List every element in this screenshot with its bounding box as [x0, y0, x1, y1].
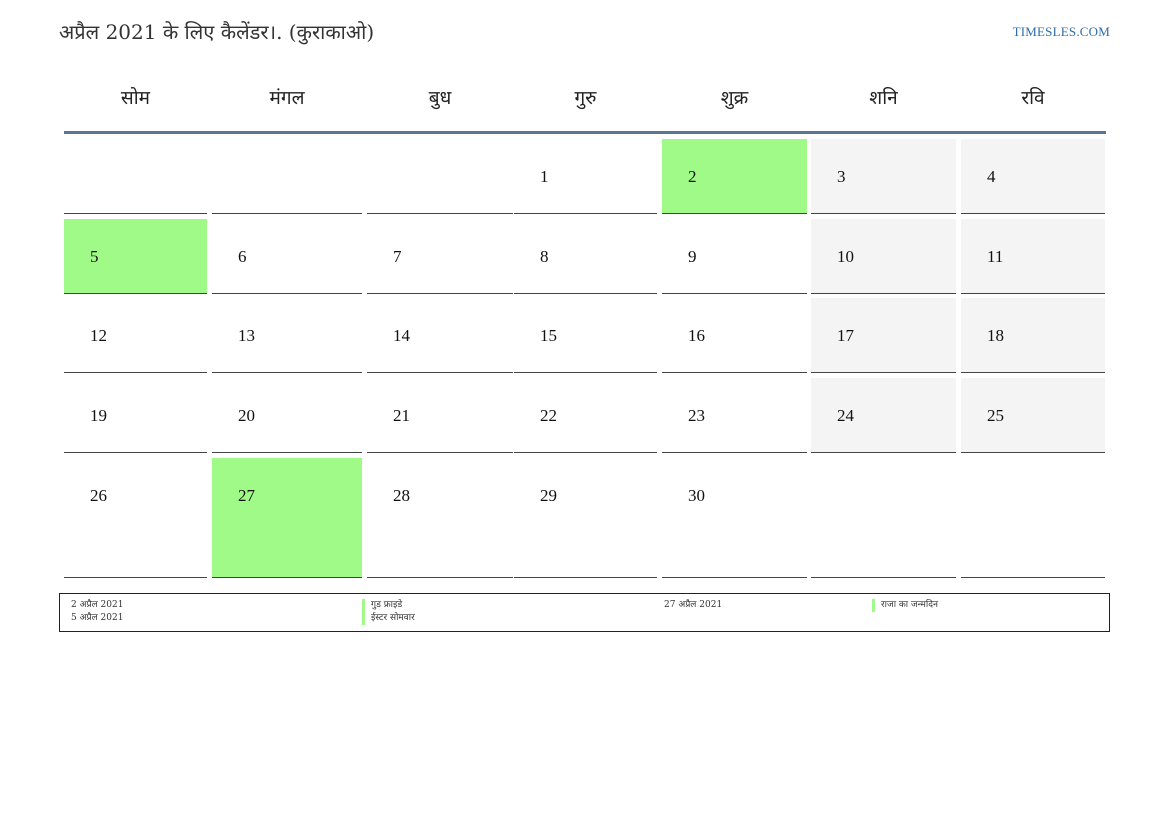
- day-number: 8: [540, 247, 549, 266]
- day-cell-29[interactable]: 29: [514, 458, 657, 578]
- day-cell-2[interactable]: 2: [662, 139, 807, 214]
- day-number: 22: [540, 406, 557, 425]
- day-cell-25[interactable]: 25: [961, 378, 1105, 453]
- day-number: 13: [238, 326, 255, 345]
- day-number: 27: [238, 486, 255, 505]
- day-number: 19: [90, 406, 107, 425]
- day-number: 28: [393, 486, 410, 505]
- day-cell-3[interactable]: 3: [811, 139, 956, 214]
- day-cell-13[interactable]: 13: [212, 298, 362, 373]
- day-cell-8[interactable]: 8: [514, 219, 657, 294]
- weekday-header-row: सोम मंगल बुध गुरु शुक्र शनि रवि: [64, 84, 1106, 112]
- weekday-sat: शनि: [869, 87, 898, 109]
- weekday-mon: सोम: [120, 87, 151, 109]
- day-cell-26[interactable]: 26: [64, 458, 207, 578]
- day-number: 30: [688, 486, 705, 505]
- day-cell-1[interactable]: 1: [514, 139, 657, 214]
- legend-holiday-name: गुड फ्राइडे: [362, 599, 402, 612]
- day-number: 16: [688, 326, 705, 345]
- day-cell-9[interactable]: 9: [662, 219, 807, 294]
- day-number: 26: [90, 486, 107, 505]
- day-number: 3: [837, 167, 846, 186]
- holiday-legend: 2 अप्रैल 2021 गुड फ्राइडे 5 अप्रैल 2021 ईस्…: [59, 593, 1110, 632]
- page-title: अप्रैल 2021 के लिए कैलेंडर।. (कुराकाओ): [59, 20, 375, 44]
- day-number: 11: [987, 247, 1004, 266]
- day-cell-4[interactable]: 4: [961, 139, 1105, 214]
- day-cell-28[interactable]: 28: [367, 458, 513, 578]
- day-cell-5[interactable]: 5: [64, 219, 207, 294]
- day-cell-7[interactable]: 7: [367, 219, 513, 294]
- empty-cell: [64, 139, 207, 214]
- legend-holiday-name: राजा का जन्मदिन: [872, 599, 938, 612]
- day-number: 25: [987, 406, 1004, 425]
- day-cell-10[interactable]: 10: [811, 219, 956, 294]
- day-number: 9: [688, 247, 697, 266]
- day-number: 1: [540, 167, 549, 186]
- day-cell-17[interactable]: 17: [811, 298, 956, 373]
- weekday-wed: बुध: [428, 87, 452, 109]
- day-number: 4: [987, 167, 996, 186]
- empty-cell: [811, 458, 956, 578]
- day-number: 6: [238, 247, 247, 266]
- empty-cell: [367, 139, 513, 214]
- legend-holiday-name: ईस्टर सोमवार: [362, 612, 415, 625]
- day-cell-19[interactable]: 19: [64, 378, 207, 453]
- weekday-thu: गुरु: [574, 87, 597, 109]
- empty-cell: [961, 458, 1105, 578]
- day-number: 29: [540, 486, 557, 505]
- day-cell-16[interactable]: 16: [662, 298, 807, 373]
- day-cell-22[interactable]: 22: [514, 378, 657, 453]
- day-number: 24: [837, 406, 854, 425]
- day-number: 2: [688, 167, 697, 186]
- day-number: 5: [90, 247, 99, 266]
- day-number: 14: [393, 326, 410, 345]
- day-cell-24[interactable]: 24: [811, 378, 956, 453]
- day-number: 12: [90, 326, 107, 345]
- weekday-fri: शुक्र: [720, 87, 749, 109]
- day-cell-30[interactable]: 30: [662, 458, 807, 578]
- day-cell-12[interactable]: 12: [64, 298, 207, 373]
- day-number: 18: [987, 326, 1004, 345]
- day-cell-27[interactable]: 27: [212, 458, 362, 578]
- legend-date: 5 अप्रैल 2021: [71, 613, 124, 623]
- day-cell-23[interactable]: 23: [662, 378, 807, 453]
- day-number: 21: [393, 406, 410, 425]
- header-divider: [64, 131, 1106, 134]
- day-cell-6[interactable]: 6: [212, 219, 362, 294]
- day-number: 10: [837, 247, 854, 266]
- weekday-sun: रवि: [1021, 87, 1045, 109]
- weekday-tue: मंगल: [269, 87, 305, 109]
- day-cell-11[interactable]: 11: [961, 219, 1105, 294]
- legend-date: 2 अप्रैल 2021: [71, 600, 124, 610]
- site-link[interactable]: TIMESLES.COM: [1012, 24, 1110, 39]
- day-number: 15: [540, 326, 557, 345]
- day-number: 7: [393, 247, 402, 266]
- day-cell-14[interactable]: 14: [367, 298, 513, 373]
- day-number: 23: [688, 406, 705, 425]
- empty-cell: [212, 139, 362, 214]
- day-number: 20: [238, 406, 255, 425]
- legend-date: 27 अप्रैल 2021: [664, 600, 723, 610]
- day-cell-20[interactable]: 20: [212, 378, 362, 453]
- day-cell-15[interactable]: 15: [514, 298, 657, 373]
- day-cell-18[interactable]: 18: [961, 298, 1105, 373]
- day-cell-21[interactable]: 21: [367, 378, 513, 453]
- day-number: 17: [837, 326, 854, 345]
